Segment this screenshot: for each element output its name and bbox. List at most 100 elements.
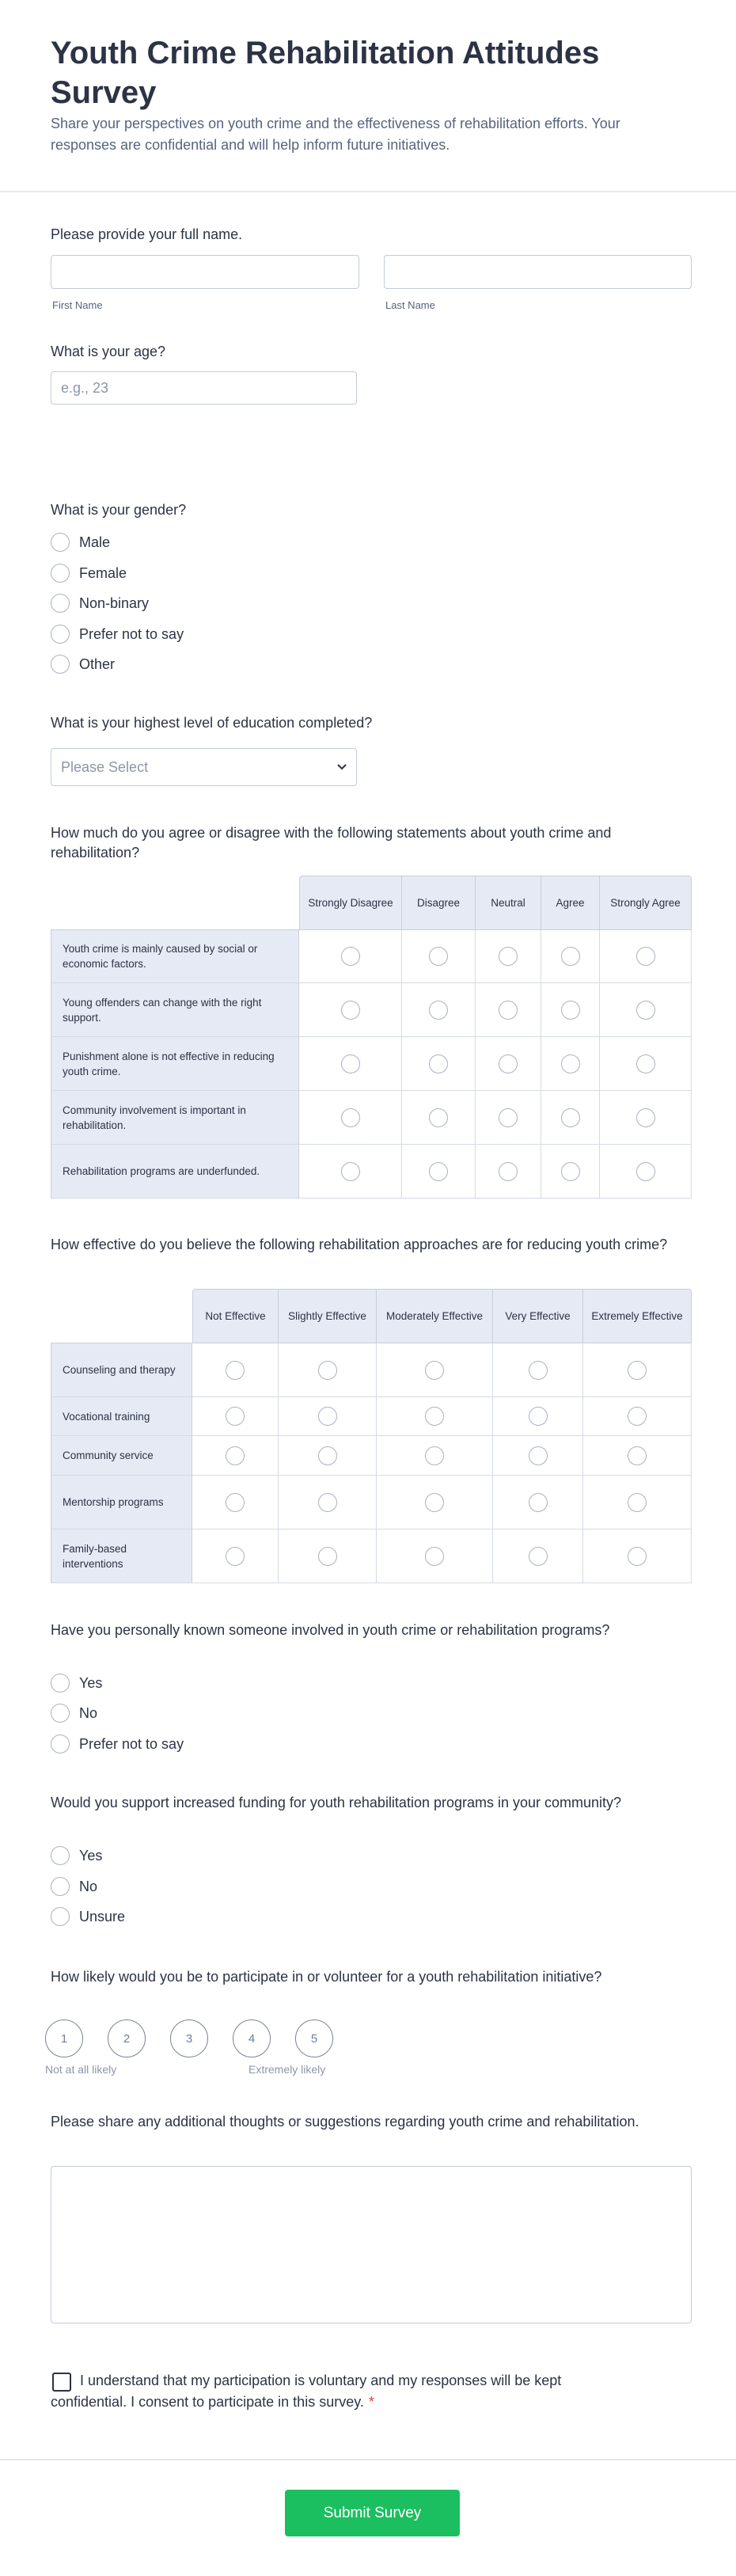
radio-button[interactable]	[51, 1846, 70, 1865]
matrix-cell[interactable]	[279, 1436, 377, 1476]
gender-option[interactable]: Male	[51, 532, 110, 553]
radio-button[interactable]	[317, 1546, 337, 1566]
matrix-cell[interactable]	[402, 1037, 476, 1091]
radio-button[interactable]	[340, 1054, 360, 1073]
radio-button[interactable]	[499, 1161, 518, 1181]
matrix-cell[interactable]	[600, 1091, 692, 1145]
radio-button[interactable]	[226, 1407, 245, 1426]
radio-button[interactable]	[340, 1161, 360, 1181]
matrix-cell[interactable]	[192, 1476, 279, 1529]
radio-button[interactable]	[425, 1360, 444, 1380]
matrix-cell[interactable]	[541, 983, 600, 1037]
radio-button[interactable]	[635, 1161, 655, 1181]
thoughts-textarea[interactable]	[51, 2166, 692, 2323]
funding-option[interactable]: Unsure	[51, 1906, 125, 1927]
matrix-cell[interactable]	[377, 1436, 493, 1476]
radio-button[interactable]	[499, 1054, 518, 1073]
radio-button[interactable]	[317, 1446, 337, 1465]
matrix-cell[interactable]	[476, 1091, 541, 1145]
radio-button[interactable]	[635, 1000, 655, 1020]
radio-button[interactable]	[528, 1492, 548, 1512]
scale-option-4[interactable]: 4	[233, 2019, 271, 2057]
scale-option-5[interactable]: 5	[295, 2019, 333, 2057]
radio-button[interactable]	[425, 1446, 444, 1465]
matrix-cell[interactable]	[279, 1397, 377, 1436]
radio-button[interactable]	[429, 1161, 448, 1181]
radio-button[interactable]	[528, 1446, 548, 1465]
radio-button[interactable]	[628, 1360, 647, 1380]
radio-button[interactable]	[51, 625, 70, 644]
matrix-cell[interactable]	[279, 1529, 377, 1583]
radio-button[interactable]	[528, 1360, 548, 1380]
radio-button[interactable]	[628, 1446, 647, 1465]
matrix-cell[interactable]	[541, 929, 600, 983]
radio-button[interactable]	[628, 1407, 647, 1426]
matrix-cell[interactable]	[299, 1037, 402, 1091]
matrix-cell[interactable]	[299, 983, 402, 1037]
radio-button[interactable]	[226, 1492, 245, 1512]
matrix-cell[interactable]	[402, 1145, 476, 1199]
radio-button[interactable]	[429, 947, 448, 966]
matrix-cell[interactable]	[583, 1436, 692, 1476]
radio-button[interactable]	[499, 947, 518, 966]
radio-button[interactable]	[635, 1108, 655, 1127]
age-input[interactable]: e.g., 23	[51, 371, 357, 405]
matrix-cell[interactable]	[299, 1091, 402, 1145]
consent-checkbox[interactable]	[52, 2373, 71, 2392]
matrix-cell[interactable]	[493, 1343, 583, 1397]
radio-button[interactable]	[560, 1000, 580, 1020]
radio-button[interactable]	[226, 1546, 245, 1566]
radio-button[interactable]	[429, 1054, 448, 1073]
education-select[interactable]: Please Select	[51, 748, 357, 786]
matrix-cell[interactable]	[476, 1037, 541, 1091]
scale-option-3[interactable]: 3	[170, 2019, 208, 2057]
matrix-cell[interactable]	[192, 1436, 279, 1476]
consent-label[interactable]: I understand that my participation is vo…	[51, 2370, 628, 2413]
matrix-cell[interactable]	[279, 1476, 377, 1529]
matrix-cell[interactable]	[583, 1529, 692, 1583]
radio-button[interactable]	[528, 1407, 548, 1426]
radio-button[interactable]	[628, 1546, 647, 1566]
radio-button[interactable]	[499, 1108, 518, 1127]
matrix-cell[interactable]	[600, 1145, 692, 1199]
scale-option-2[interactable]: 2	[108, 2019, 146, 2057]
matrix-cell[interactable]	[541, 1145, 600, 1199]
radio-button[interactable]	[51, 1674, 70, 1693]
matrix-cell[interactable]	[377, 1343, 493, 1397]
radio-button[interactable]	[635, 1054, 655, 1073]
matrix-cell[interactable]	[402, 983, 476, 1037]
radio-button[interactable]	[425, 1492, 444, 1512]
matrix-cell[interactable]	[377, 1529, 493, 1583]
radio-button[interactable]	[51, 564, 70, 583]
matrix-cell[interactable]	[541, 1037, 600, 1091]
radio-button[interactable]	[51, 1734, 70, 1753]
matrix-cell[interactable]	[299, 929, 402, 983]
matrix-cell[interactable]	[402, 929, 476, 983]
matrix-cell[interactable]	[402, 1091, 476, 1145]
matrix-cell[interactable]	[476, 929, 541, 983]
matrix-cell[interactable]	[541, 1091, 600, 1145]
radio-button[interactable]	[226, 1446, 245, 1465]
gender-option[interactable]: Prefer not to say	[51, 624, 184, 644]
radio-button[interactable]	[528, 1546, 548, 1566]
radio-button[interactable]	[560, 1108, 580, 1127]
funding-option[interactable]: No	[51, 1876, 97, 1897]
matrix-cell[interactable]	[600, 983, 692, 1037]
gender-option[interactable]: Female	[51, 563, 127, 583]
radio-button[interactable]	[499, 1000, 518, 1020]
matrix-cell[interactable]	[377, 1476, 493, 1529]
radio-button[interactable]	[51, 655, 70, 674]
radio-button[interactable]	[51, 1907, 70, 1926]
matrix-cell[interactable]	[583, 1397, 692, 1436]
matrix-cell[interactable]	[377, 1397, 493, 1436]
first-name-input[interactable]	[51, 255, 359, 289]
matrix-cell[interactable]	[192, 1343, 279, 1397]
radio-button[interactable]	[51, 1877, 70, 1896]
matrix-cell[interactable]	[600, 1037, 692, 1091]
radio-button[interactable]	[560, 1054, 580, 1073]
matrix-cell[interactable]	[583, 1343, 692, 1397]
radio-button[interactable]	[425, 1407, 444, 1426]
matrix-cell[interactable]	[493, 1476, 583, 1529]
radio-button[interactable]	[560, 947, 580, 966]
radio-button[interactable]	[340, 1000, 360, 1020]
